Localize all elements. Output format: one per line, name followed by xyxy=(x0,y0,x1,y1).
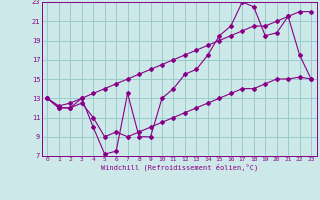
X-axis label: Windchill (Refroidissement éolien,°C): Windchill (Refroidissement éolien,°C) xyxy=(100,164,258,171)
